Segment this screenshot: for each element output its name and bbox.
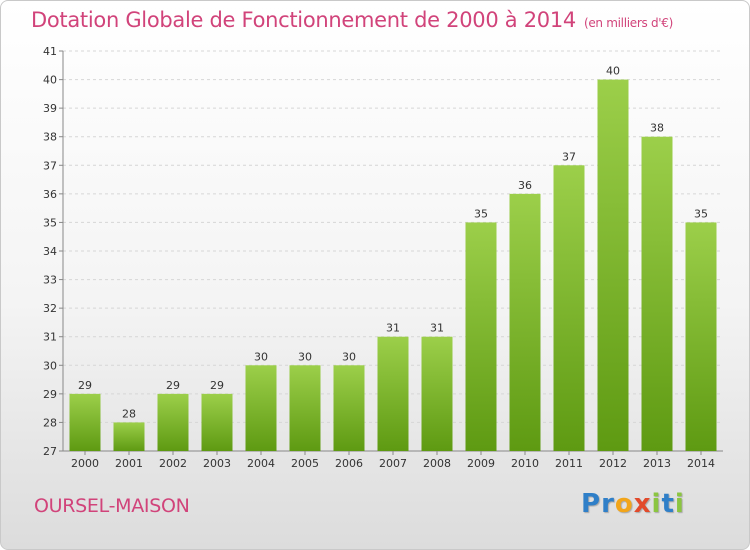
data-label-2002: 29 <box>166 379 180 392</box>
chart-title: Dotation Globale de Fonctionnement de 20… <box>31 8 673 32</box>
y-tick-label: 38 <box>43 131 57 144</box>
x-tick-label-2006: 2006 <box>335 457 363 470</box>
y-tick-label: 27 <box>43 445 57 458</box>
x-tick-label-2003: 2003 <box>203 457 231 470</box>
title-text: Dotation Globale de Fonctionnement de 20… <box>31 8 576 32</box>
bar-2000 <box>69 393 101 451</box>
bar-2013 <box>641 136 673 451</box>
data-label-2010: 36 <box>518 179 532 192</box>
x-tick-label-2002: 2002 <box>159 457 187 470</box>
x-tick-label-2005: 2005 <box>291 457 319 470</box>
x-tick-label-2008: 2008 <box>423 457 451 470</box>
y-tick-label: 34 <box>43 245 57 258</box>
commune-name: OURSEL-MAISON <box>34 495 190 517</box>
x-tick-labels: 2000 2001 2002 2003 2004 2005 2006 2007 2008 2009… <box>71 457 715 470</box>
data-label-2014: 35 <box>694 207 708 220</box>
x-tick-label-2007: 2007 <box>379 457 407 470</box>
x-tick-label-2013: 2013 <box>643 457 671 470</box>
data-label-2011: 37 <box>562 150 576 163</box>
x-tick-label-2012: 2012 <box>599 457 627 470</box>
data-label-2007: 31 <box>386 322 400 335</box>
data-label-2012: 40 <box>606 65 620 78</box>
bar-2014 <box>685 222 717 451</box>
data-label-2005: 30 <box>298 350 312 363</box>
y-tick-label: 35 <box>43 216 57 229</box>
y-tick-label: 39 <box>43 102 57 115</box>
x-tick-label-2010: 2010 <box>511 457 539 470</box>
data-label-2013: 38 <box>650 122 664 135</box>
x-tick-label-2009: 2009 <box>467 457 495 470</box>
x-tick-label-2014: 2014 <box>687 457 715 470</box>
data-labels: 29 28 29 29 30 30 30 31 31 35 36 37 40 38 35 <box>78 65 708 421</box>
bar-2001 <box>113 422 145 451</box>
y-tick-label: 31 <box>43 331 57 344</box>
bar-2009 <box>465 222 497 451</box>
bar-2011 <box>553 165 585 452</box>
data-label-2000: 29 <box>78 379 92 392</box>
bar-2002 <box>157 393 189 451</box>
data-label-2003: 29 <box>210 379 224 392</box>
y-tick-label: 37 <box>43 159 57 172</box>
y-tick-label: 36 <box>43 188 57 201</box>
bar-2006 <box>333 365 365 451</box>
y-tick-label: 40 <box>43 74 57 87</box>
y-tick-labels: 27 28 29 30 31 32 33 34 35 36 37 38 39 40 41 <box>43 45 57 458</box>
data-label-2006: 30 <box>342 350 356 363</box>
chart-subtitle: (en milliers d'€) <box>583 16 673 30</box>
y-tick-label: 30 <box>43 359 57 372</box>
bar-2004 <box>245 365 277 451</box>
data-label-2001: 28 <box>122 407 136 420</box>
y-tick-label: 32 <box>43 302 57 315</box>
x-tick-label-2011: 2011 <box>555 457 583 470</box>
bar-2005 <box>289 365 321 451</box>
proxiti-logo[interactable]: Proxiti <box>581 489 685 519</box>
bar-2008 <box>421 336 453 451</box>
data-label-2004: 30 <box>254 350 268 363</box>
x-tick-label-2004: 2004 <box>247 457 275 470</box>
bar-2003 <box>201 393 233 451</box>
y-tick-label: 29 <box>43 388 57 401</box>
x-tick-label-2000: 2000 <box>71 457 99 470</box>
bar-2007 <box>377 336 409 451</box>
data-label-2009: 35 <box>474 207 488 220</box>
bar-2012 <box>597 79 629 452</box>
data-label-2008: 31 <box>430 322 444 335</box>
bars <box>69 79 717 452</box>
y-tick-label: 41 <box>43 45 57 58</box>
y-tick-label: 33 <box>43 274 57 287</box>
x-tick-label-2001: 2001 <box>115 457 143 470</box>
y-tick-label: 28 <box>43 416 57 429</box>
bar-2010 <box>509 193 541 451</box>
